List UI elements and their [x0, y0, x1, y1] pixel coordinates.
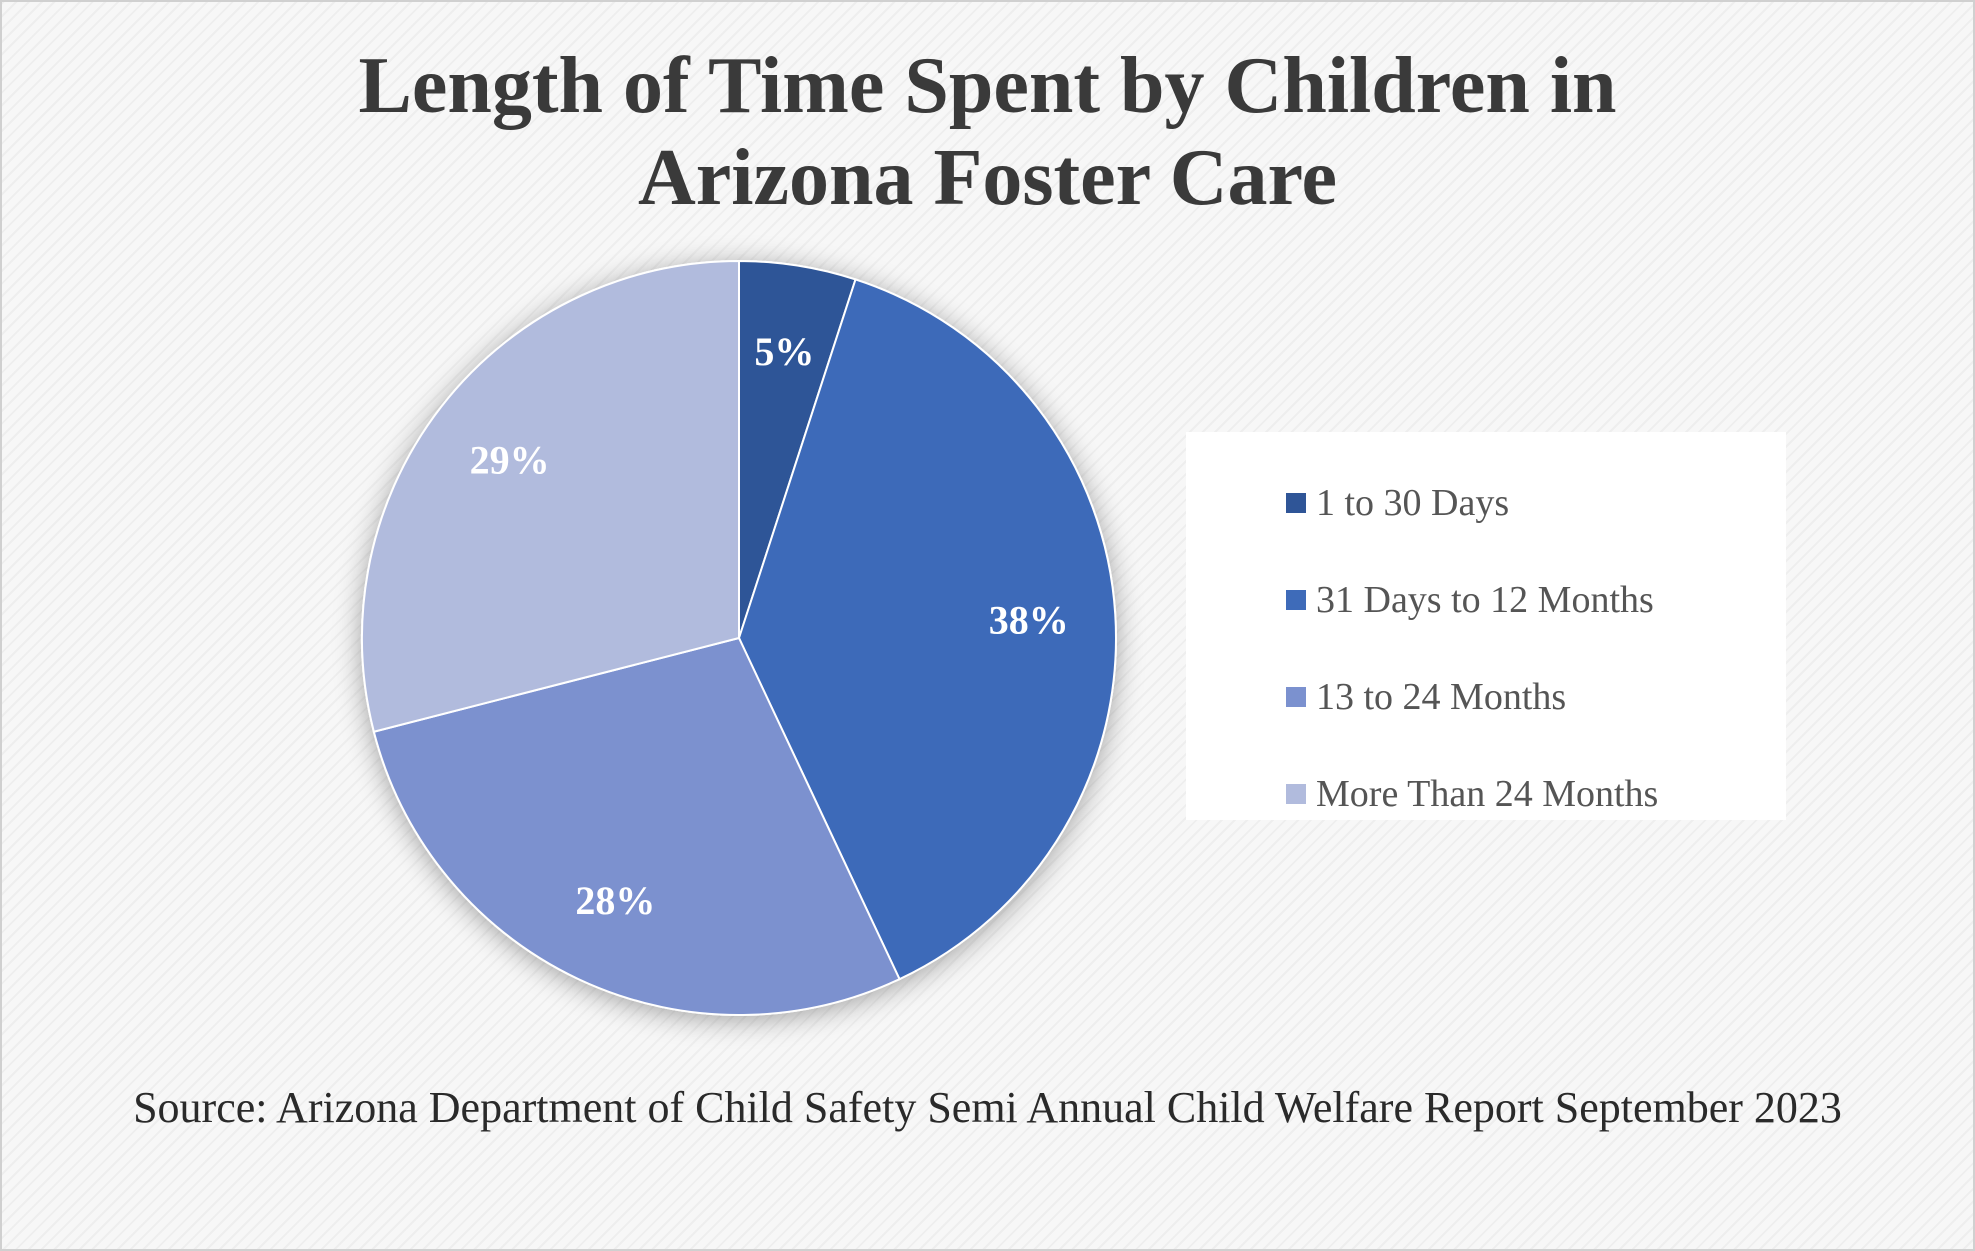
pie-slice-more-than-24-months — [361, 259, 740, 733]
legend-swatch — [1286, 492, 1306, 513]
legend-label: More Than 24 Months — [1316, 772, 1659, 815]
data-label-31-days-to-12-months: 38% — [989, 597, 1069, 642]
chart-title-line-1: Length of Time Spent by Children in — [358, 42, 1617, 130]
legend-label: 1 to 30 Days — [1316, 481, 1510, 524]
data-label-more-than-24-months: 29% — [470, 438, 550, 483]
pie-slice-31-days-to-12-months — [737, 278, 1117, 981]
legend-label: 13 to 24 Months — [1316, 675, 1567, 718]
legend-swatch — [1286, 589, 1306, 610]
legend-item-31-days-to-12-months: 31 Days to 12 Months — [1286, 551, 1786, 648]
pie-slices — [361, 259, 1117, 1016]
chart-source-note: Source: Arizona Department of Child Safe… — [133, 1083, 1842, 1132]
legend-swatch — [1286, 686, 1306, 707]
data-label-13-to-24-months: 28% — [575, 878, 655, 923]
chart-title: Length of Time Spent by Children in Ariz… — [2, 40, 1973, 224]
pie-slice-13-to-24-months — [372, 636, 901, 1016]
legend-item-1-to-30-days: 1 to 30 Days — [1286, 454, 1786, 551]
pie-data-labels: 5% 38% 28% 29% — [470, 329, 1069, 923]
chart-legend: 1 to 30 Days 31 Days to 12 Months 13 to … — [1186, 432, 1786, 820]
chart-title-line-2: Arizona Foster Care — [637, 134, 1338, 222]
legend-label: 31 Days to 12 Months — [1316, 578, 1654, 621]
data-label-1-to-30-days: 5% — [754, 329, 814, 374]
legend-item-more-than-24-months: More Than 24 Months — [1286, 745, 1786, 842]
legend-item-13-to-24-months: 13 to 24 Months — [1286, 648, 1786, 745]
legend-swatch — [1286, 783, 1306, 804]
